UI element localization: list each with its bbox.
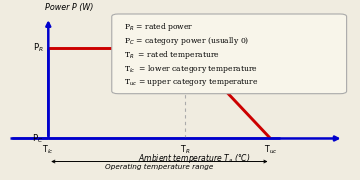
FancyBboxPatch shape xyxy=(112,14,347,94)
Text: Operating temperature range: Operating temperature range xyxy=(105,163,213,170)
Text: T$_{lc}$  = lower category temperature: T$_{lc}$ = lower category temperature xyxy=(125,63,258,75)
Text: T$_{R}$  = rated temperature: T$_{R}$ = rated temperature xyxy=(125,49,220,61)
Text: T$_{lc}$: T$_{lc}$ xyxy=(42,143,54,156)
Text: P$_{R}$ = rated power: P$_{R}$ = rated power xyxy=(125,21,194,33)
Text: P$_{C}$ = category power (usually 0): P$_{C}$ = category power (usually 0) xyxy=(125,35,250,47)
Text: T$_{uc}$ = upper category temperature: T$_{uc}$ = upper category temperature xyxy=(125,76,259,87)
Text: T$_R$: T$_R$ xyxy=(180,143,190,156)
Text: T$_{uc}$: T$_{uc}$ xyxy=(264,143,277,156)
Text: P$_R$: P$_R$ xyxy=(33,41,44,54)
Text: Power P (W): Power P (W) xyxy=(45,3,94,12)
Text: P$_C$: P$_C$ xyxy=(32,132,44,145)
Text: Ambient temperature T$_a$ (°C): Ambient temperature T$_a$ (°C) xyxy=(138,152,251,165)
